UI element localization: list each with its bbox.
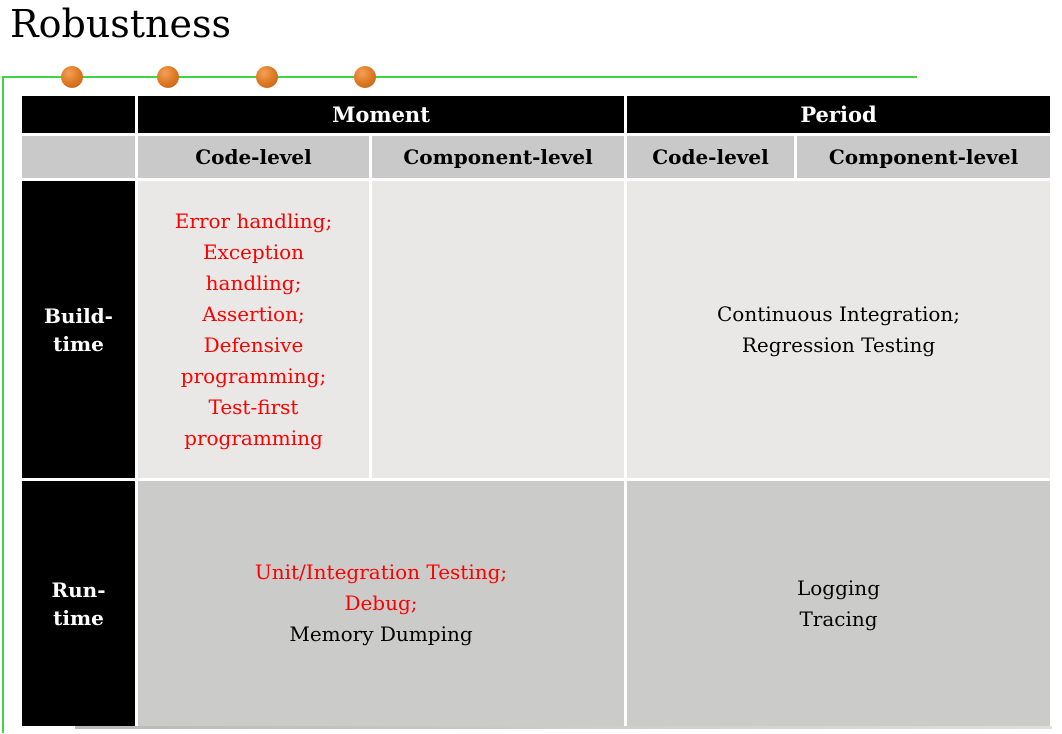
slide-title: Robustness [10,2,232,46]
cell-run-period: Logging Tracing [627,481,1050,726]
timeline-dot-icon [354,66,376,88]
cell-run-moment: Unit/Integration Testing; Debug; Memory … [138,481,624,726]
accent-line-horizontal [2,76,917,78]
row-label-build-time: Build- time [22,181,135,478]
column-header-moment-code-level: Code-level [138,136,369,178]
cell-build-moment-component [372,181,624,478]
cell-run-moment-black-text: Memory Dumping [289,622,473,646]
column-group-period: Period [627,96,1050,133]
row-label-run-time: Run- time [22,481,135,726]
column-header-period-component-level: Component-level [797,136,1050,178]
table-shadow [75,726,1052,729]
cell-build-period: Continuous Integration; Regression Testi… [627,181,1050,478]
corner-subheader-cell [22,136,135,178]
timeline-dot-icon [61,66,83,88]
column-group-moment: Moment [138,96,624,133]
accent-line-vertical [2,76,4,733]
cell-build-moment-code: Error handling; Exception handling; Asse… [138,181,369,478]
corner-header-cell [22,96,135,133]
column-header-moment-component-level: Component-level [372,136,624,178]
robustness-table: Moment Period Code-level Component-level… [22,96,1050,726]
timeline-dot-icon [256,66,278,88]
timeline-dot-icon [157,66,179,88]
column-header-period-code-level: Code-level [627,136,794,178]
cell-run-moment-red-text: Unit/Integration Testing; Debug; [254,560,508,615]
